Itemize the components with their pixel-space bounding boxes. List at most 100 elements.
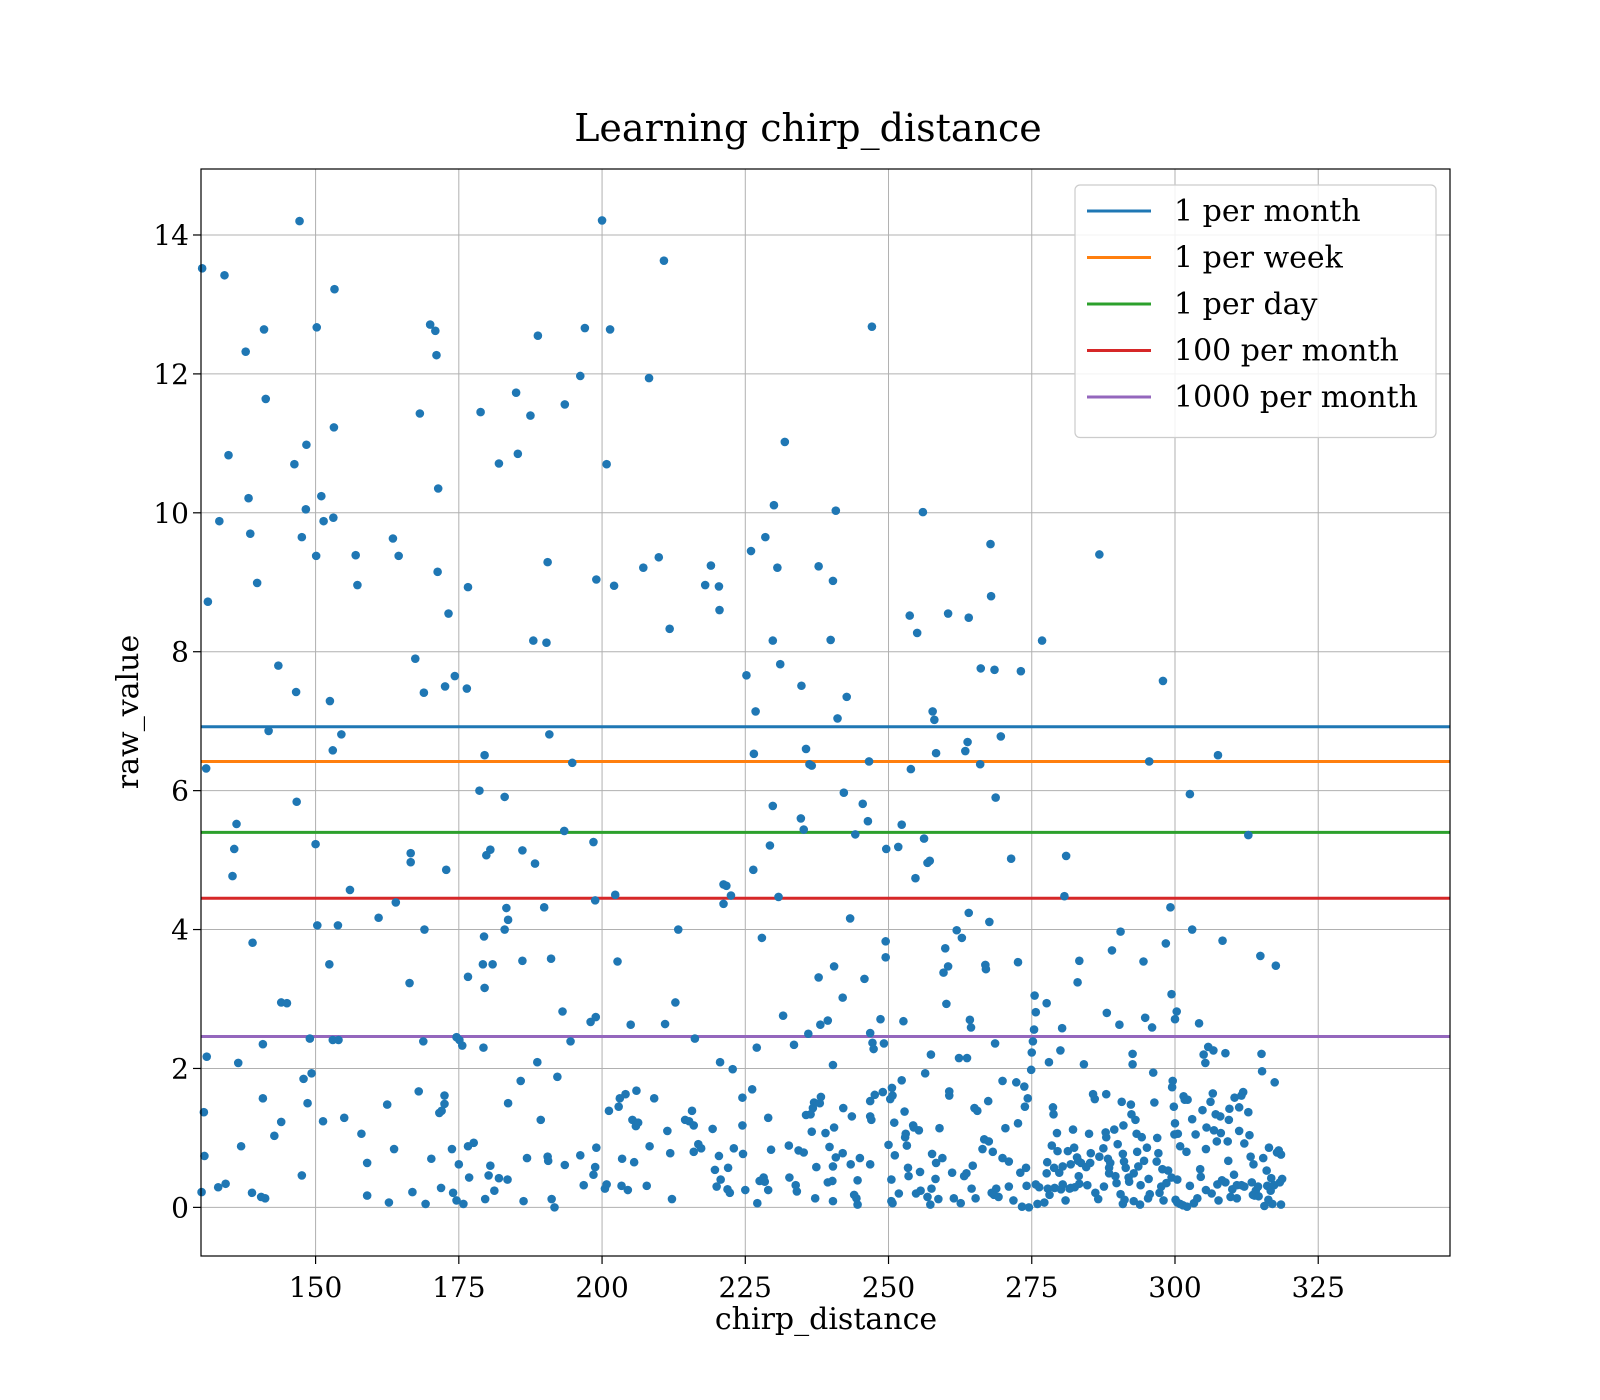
- scatter-point: [500, 792, 509, 802]
- scatter-point: [1048, 1103, 1058, 1112]
- scatter-point: [753, 1198, 762, 1208]
- scatter-point: [763, 1113, 773, 1123]
- scatter-point: [867, 322, 877, 331]
- scatter-point: [201, 764, 211, 773]
- scatter-point: [689, 1147, 699, 1157]
- scatter-point: [654, 552, 664, 562]
- scatter-point: [978, 1144, 987, 1154]
- scatter-point: [276, 1117, 286, 1127]
- scatter-point: [1175, 1141, 1185, 1151]
- scatter-point: [302, 440, 311, 450]
- scatter-point: [261, 394, 271, 404]
- scatter-point: [853, 1175, 862, 1185]
- scatter-point: [245, 529, 255, 538]
- scatter-point: [511, 388, 521, 397]
- scatter-point: [1052, 1128, 1062, 1138]
- scatter-point: [765, 841, 775, 850]
- scatter-point: [362, 1191, 372, 1200]
- scatter-point: [1170, 1119, 1180, 1128]
- scatter-point: [988, 1147, 998, 1157]
- scatter-point: [546, 954, 556, 964]
- scatter-point: [480, 750, 489, 760]
- legend: 1 per month 1 per week 1 per day 100 per mo…: [1074, 184, 1437, 439]
- scatter-point: [984, 1137, 994, 1146]
- scatter-point: [418, 1037, 428, 1046]
- scatter-point: [1173, 1129, 1183, 1139]
- scatter-point: [421, 1199, 430, 1209]
- scatter-point: [282, 998, 292, 1008]
- scatter-point: [502, 903, 511, 913]
- scatter-point: [807, 761, 817, 770]
- scatter-point: [1113, 1139, 1122, 1149]
- scatter-point: [1049, 1110, 1058, 1119]
- scatter-point: [1042, 1157, 1052, 1167]
- scatter-point: [696, 1144, 706, 1153]
- scatter-point: [1213, 750, 1223, 760]
- scatter-point: [580, 323, 590, 333]
- scatter-point: [1187, 1114, 1197, 1124]
- y-tick-label: 2: [171, 1052, 189, 1085]
- scatter-point: [1058, 1180, 1067, 1189]
- scatter-point: [985, 917, 994, 927]
- scatter-point: [1047, 1141, 1057, 1150]
- scatter-point: [884, 1140, 893, 1150]
- scatter-point: [1034, 1182, 1044, 1192]
- scatter-point: [567, 758, 577, 768]
- scatter-point: [797, 681, 806, 691]
- scatter-point: [845, 914, 855, 923]
- scatter-point: [213, 1182, 223, 1192]
- scatter-point: [853, 1200, 862, 1209]
- scatter-point: [876, 1014, 885, 1024]
- scatter-point: [313, 921, 322, 930]
- scatter-point: [1167, 989, 1176, 999]
- scatter-point: [1158, 676, 1168, 686]
- scatter-point: [1057, 1023, 1067, 1033]
- scatter-point: [228, 871, 237, 881]
- scatter-point: [291, 687, 301, 697]
- scatter-point: [1042, 1169, 1051, 1178]
- scatter-point: [1111, 1171, 1120, 1181]
- scatter-point: [1015, 1168, 1025, 1177]
- scatter-point: [560, 400, 570, 409]
- scatter-point: [200, 1151, 209, 1161]
- scatter-point: [1030, 991, 1039, 1000]
- scatter-point: [1056, 1046, 1065, 1055]
- scatter-point: [1201, 1058, 1210, 1068]
- scatter-point: [801, 744, 811, 754]
- scatter-point: [878, 1087, 888, 1097]
- scatter-point: [719, 899, 728, 909]
- scatter-point: [1028, 1037, 1038, 1046]
- scatter-point: [405, 978, 414, 988]
- scatter-point: [740, 1185, 750, 1195]
- scatter-point: [881, 844, 891, 854]
- scatter-point: [1099, 1144, 1108, 1153]
- scatter-point: [894, 1189, 904, 1198]
- scatter-point: [334, 1035, 343, 1045]
- scatter-point: [906, 764, 916, 774]
- scatter-point: [952, 925, 962, 935]
- scatter-point: [432, 350, 441, 360]
- scatter-point: [1214, 1196, 1223, 1205]
- scatter-point: [590, 896, 600, 905]
- scatter-point: [768, 636, 778, 645]
- scatter-point: [220, 270, 229, 280]
- scatter-point: [1271, 961, 1281, 970]
- scatter-point: [901, 1129, 911, 1139]
- scatter-point: [644, 373, 654, 383]
- scatter-point: [962, 1053, 972, 1063]
- scatter-point: [329, 513, 338, 522]
- scatter-point: [918, 507, 928, 517]
- scatter-point: [394, 551, 403, 561]
- x-tick-label: 300: [1148, 1271, 1201, 1304]
- scatter-point: [605, 325, 615, 334]
- scatter-point: [408, 1187, 417, 1197]
- scatter-point: [452, 1196, 461, 1205]
- scatter-point: [1045, 1190, 1054, 1200]
- scatter-point: [307, 1069, 316, 1078]
- scatter-point: [747, 1085, 757, 1094]
- scatter-point: [475, 786, 484, 795]
- scatter-point: [503, 915, 513, 925]
- scatter-point: [542, 638, 551, 647]
- scatter-point: [715, 605, 724, 615]
